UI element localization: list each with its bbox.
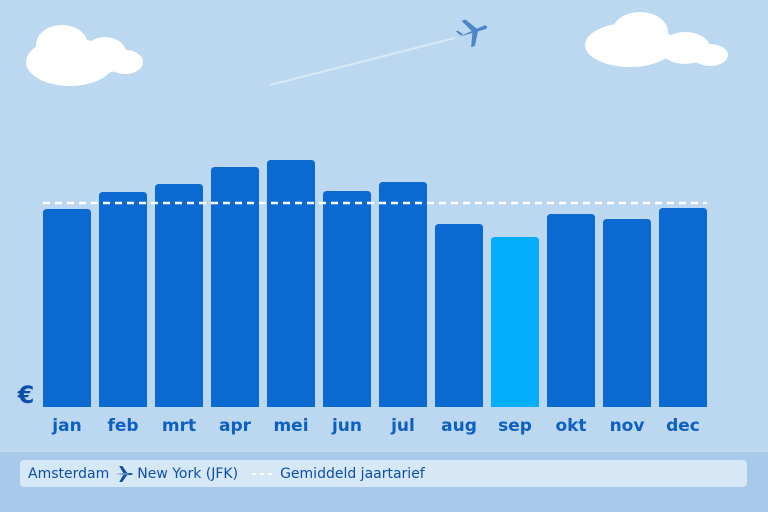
cloud [585,12,728,67]
legend-origin: Amsterdam [28,466,109,482]
bar [491,237,539,407]
y-axis-label: € [17,381,35,409]
cloud [26,25,143,86]
bar [99,192,147,407]
x-tick-label: apr [219,416,252,436]
x-tick-label: jan [51,416,81,436]
x-tick-label: sep [498,416,532,436]
x-tick-label: okt [555,416,586,436]
x-tick-label: jul [390,416,415,436]
bar [155,184,203,407]
bar [211,167,259,407]
plane-icon [455,19,488,48]
contrail [269,37,456,86]
x-tick-label: dec [666,416,700,436]
legend-box [20,460,747,487]
x-tick-label: jun [331,416,362,436]
x-tick-label: feb [107,416,138,436]
x-tick-label: nov [610,416,645,436]
bar [43,209,91,407]
bar [603,219,651,407]
legend-average-label: Gemiddeld jaartarief [280,466,426,482]
bar [379,182,427,407]
legend-destination: New York (JFK) [137,466,238,482]
bar [323,191,371,407]
bar [435,224,483,407]
bar [267,160,315,407]
bar [547,214,595,407]
x-tick-label: mei [273,416,308,436]
legend-plane-icon [115,466,133,482]
bars [43,160,707,407]
bar [659,208,707,407]
x-tick-label: mrt [162,416,196,436]
x-tick-label: aug [441,416,477,436]
